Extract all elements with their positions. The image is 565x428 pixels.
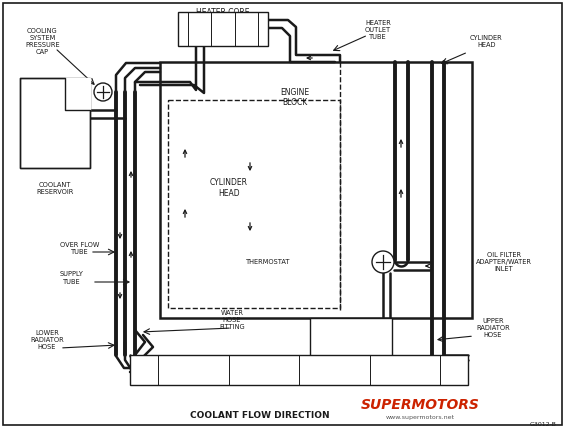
Polygon shape: [65, 78, 90, 110]
Bar: [20, 78, 90, 168]
Text: G3012-B: G3012-B: [529, 422, 556, 426]
Circle shape: [372, 251, 394, 273]
Text: CYLINDER
HEAD: CYLINDER HEAD: [470, 35, 503, 48]
Text: COOLANT
RESERVOIR: COOLANT RESERVOIR: [36, 182, 73, 195]
Text: COOLANT FLOW DIRECTION: COOLANT FLOW DIRECTION: [190, 410, 330, 419]
Bar: [178, 12, 268, 46]
Text: SUPPLY
TUBE: SUPPLY TUBE: [60, 271, 84, 285]
Text: OVER FLOW
TUBE: OVER FLOW TUBE: [60, 241, 99, 255]
Text: CYLINDER
HEAD: CYLINDER HEAD: [210, 178, 248, 198]
Text: WATER
HOSE
FITTING: WATER HOSE FITTING: [219, 310, 245, 330]
Bar: [168, 100, 340, 308]
Text: OIL FILTER
ADAPTER/WATER
INLET: OIL FILTER ADAPTER/WATER INLET: [476, 252, 532, 272]
Text: LOWER
RADIATOR
HOSE: LOWER RADIATOR HOSE: [30, 330, 64, 350]
Text: RADIATOR: RADIATOR: [280, 366, 319, 374]
Text: SUPERMOTORS: SUPERMOTORS: [360, 398, 480, 412]
Bar: [130, 355, 468, 385]
Text: ENGINE
BLOCK: ENGINE BLOCK: [280, 88, 309, 107]
Text: COOLING
SYSTEM
PRESSURE
CAP: COOLING SYSTEM PRESSURE CAP: [25, 28, 60, 55]
Text: HEATER
OUTLET
TUBE: HEATER OUTLET TUBE: [365, 20, 391, 40]
Text: WATER
PUMP: WATER PUMP: [340, 333, 363, 347]
Text: THERMOSTAT: THERMOSTAT: [246, 259, 290, 265]
Text: HEATER CORE: HEATER CORE: [196, 8, 250, 17]
Bar: [310, 318, 392, 362]
Bar: [160, 62, 472, 318]
Text: UPPER
RADIATOR
HOSE: UPPER RADIATOR HOSE: [476, 318, 510, 338]
Text: www.supermotors.net: www.supermotors.net: [385, 416, 454, 420]
Circle shape: [94, 83, 112, 101]
